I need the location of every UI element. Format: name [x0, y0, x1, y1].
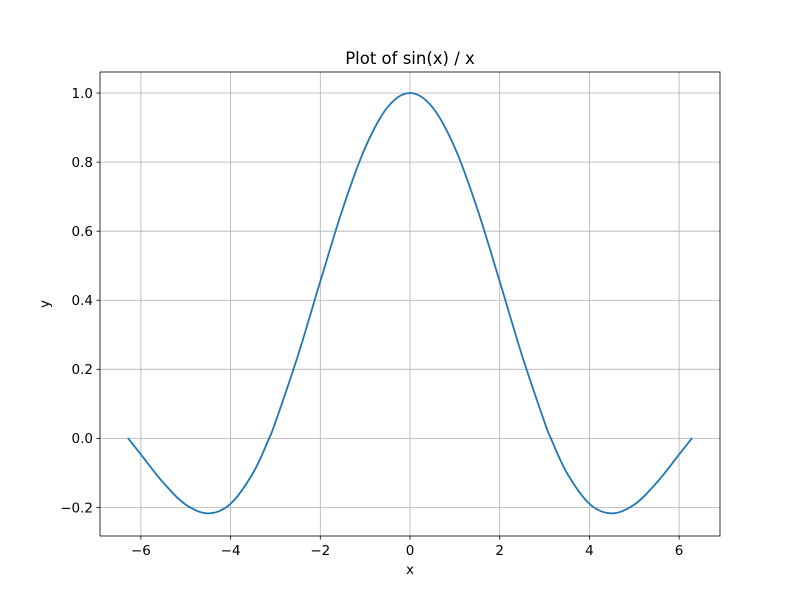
y-tick-label: −0.2 [60, 500, 93, 516]
x-tick-label: 0 [406, 543, 415, 559]
y-tick-label: 0.4 [72, 293, 93, 309]
chart-title: Plot of sin(x) / x [345, 49, 475, 68]
y-tick-label: 1.0 [72, 86, 93, 102]
y-tick-label: 0.6 [72, 224, 93, 240]
x-tick-label: 2 [495, 543, 504, 559]
y-axis-label: y [37, 300, 53, 308]
series-layer [127, 92, 693, 515]
y-tick-label: 0.0 [72, 431, 93, 447]
x-tick-label: −6 [131, 543, 151, 559]
series-line [127, 92, 693, 515]
x-axis-label: x [406, 562, 414, 578]
y-tick-label: 0.2 [72, 362, 93, 378]
x-tick-label: 6 [675, 543, 684, 559]
grid-layer [100, 72, 720, 536]
x-tick-label: 4 [585, 543, 594, 559]
x-tick-label: −2 [310, 543, 330, 559]
ticks-layer: −6 −4 −2 0 2 4 6 −0.2 0.0 0.2 0.4 0.6 0.8 1.0 [60, 86, 683, 559]
x-tick-label: −4 [221, 543, 241, 559]
y-tick-label: 0.8 [72, 155, 93, 171]
